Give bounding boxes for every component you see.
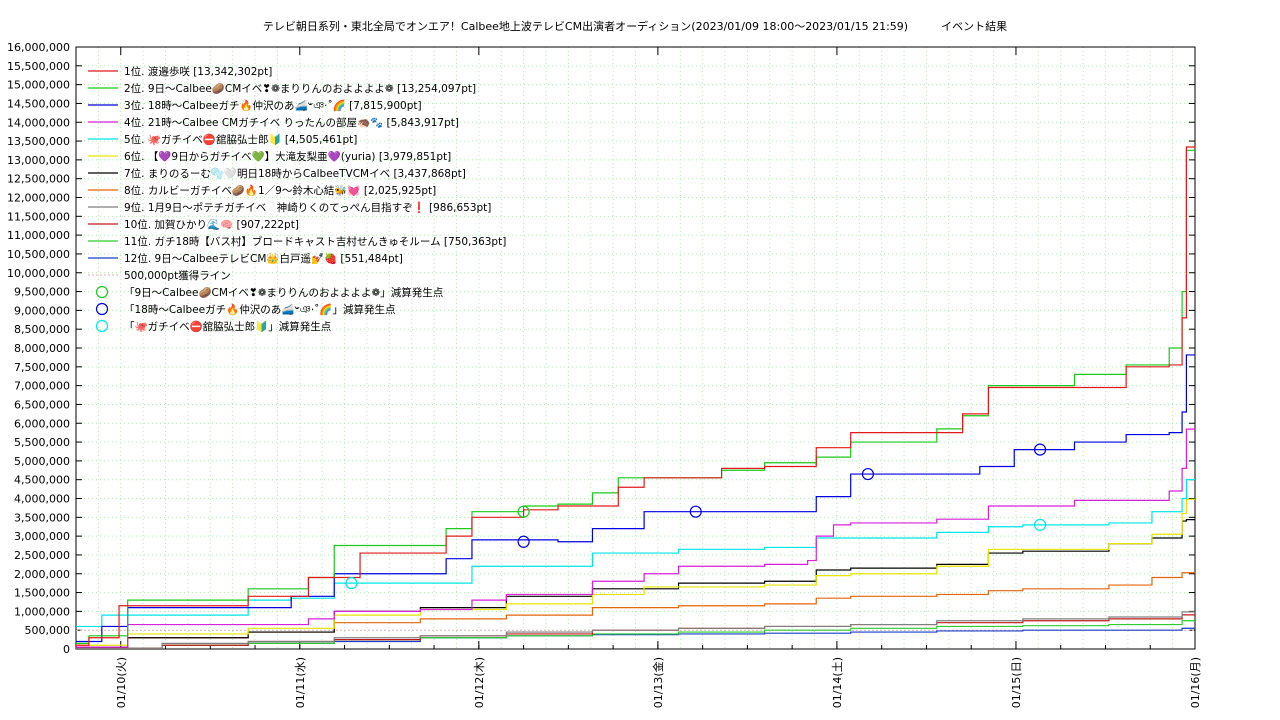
- legend-label: 3位. 18時～Calbeeガチ🔥仲沢のあ🚄𐤔ঞ‧˚🌈 [7,815,900pt…: [124, 99, 422, 112]
- y-tick-label: 0: [63, 643, 70, 656]
- y-tick-label: 1,500,000: [14, 587, 70, 600]
- y-tick-label: 9,500,000: [14, 286, 70, 299]
- legend-marker: [95, 319, 109, 333]
- x-tick-label: 01/13(金): [651, 657, 665, 708]
- x-tick-label: 01/10(火): [115, 657, 128, 708]
- y-tick-label: 13,000,000: [7, 154, 70, 167]
- y-tick-label: 1,000,000: [14, 605, 70, 618]
- y-tick-label: 5,000,000: [14, 455, 70, 468]
- legend-label: 1位. 渡邉歩咲 [13,342,302pt]: [124, 65, 272, 78]
- x-tick-label: 01/14(土): [831, 657, 844, 708]
- legend-label: 「🐙ガチイベ⛔舘脇弘士郎🔰」減算発生点: [124, 320, 331, 333]
- chart-title: テレビ朝日系列・東北全局でオンエア！Calbee地上波テレビCM出演者オーディシ…: [262, 20, 1008, 33]
- series-line: [76, 620, 1195, 649]
- y-tick-label: 9,000,000: [14, 304, 70, 317]
- legend-label: 12位. 9日～CalbeeテレビCM👑白戸遥💅🍓 [551,484pt]: [124, 252, 403, 265]
- legend-label: 5位. 🐙ガチイベ⛔舘脇弘士郎🔰 [4,505,461pt]: [124, 133, 357, 146]
- legend-label: 10位. 加賀ひかり🌊🧠 [907,222pt]: [124, 218, 299, 231]
- y-tick-label: 6,000,000: [14, 417, 70, 430]
- y-tick-label: 12,000,000: [7, 192, 70, 205]
- legend-label: 11位. ガチ18時【バス村】ブロードキャスト吉村せんきゅそルーム [750,3…: [124, 235, 506, 248]
- y-tick-label: 7,000,000: [14, 380, 70, 393]
- deduction-marker: [345, 577, 358, 590]
- y-tick-label: 3,500,000: [14, 511, 70, 524]
- legend-label: 「18時～Calbeeガチ🔥仲沢のあ🚄𐤔ঞ‧˚🌈」減算発生点: [124, 303, 395, 316]
- deduction-marker: [689, 505, 702, 518]
- legend-label: 500,000pt獲得ライン: [124, 269, 231, 282]
- deduction-marker: [1033, 518, 1047, 531]
- y-tick-label: 16,000,000: [7, 41, 70, 54]
- x-tick-label: 01/12(木): [473, 657, 486, 708]
- y-tick-label: 14,000,000: [7, 116, 70, 129]
- x-tick-label: 01/15(日): [1010, 657, 1023, 708]
- y-tick-label: 7,500,000: [14, 361, 70, 374]
- deduction-marker: [861, 467, 875, 481]
- y-tick-label: 4,000,000: [14, 493, 70, 506]
- legend-label: 9位. 1月9日～ポテチガチイベ 神崎りくのてっぺん目指すぞ❗ [986,653…: [124, 201, 491, 214]
- y-tick-label: 10,000,000: [7, 267, 70, 280]
- legend-marker: [95, 302, 109, 316]
- series-line: [76, 354, 1195, 643]
- y-tick-label: 8,000,000: [14, 342, 70, 355]
- y-tick-label: 12,500,000: [7, 173, 70, 186]
- legend-label: 6位. 【💜9日からガチイベ💚】大滝友梨亜💜(yuria) [3,979,851…: [124, 150, 451, 163]
- series-line: [76, 146, 1195, 646]
- series-line: [76, 611, 1195, 649]
- y-tick-label: 11,000,000: [7, 229, 70, 242]
- y-tick-label: 11,500,000: [7, 210, 70, 223]
- deduction-marker: [517, 505, 530, 518]
- legend-marker: [95, 285, 109, 299]
- legend-label: 7位. まりのるーむ🫧🤍明日18時からCalbeeTVCMイベ [3,437,8…: [124, 167, 466, 180]
- y-tick-label: 6,500,000: [14, 398, 70, 411]
- y-tick-label: 2,000,000: [14, 568, 70, 581]
- y-tick-label: 5,500,000: [14, 436, 70, 449]
- legend-label: 「9日～Calbee🥔CMイベ❣❁まりりんのおよよよよ❁」減算発生点: [124, 286, 443, 299]
- y-tick-label: 3,000,000: [14, 530, 70, 543]
- y-tick-label: 8,500,000: [14, 323, 70, 336]
- x-tick-label: 01/16(月): [1189, 657, 1202, 708]
- y-tick-label: 10,500,000: [7, 248, 70, 261]
- series-line: [76, 428, 1195, 648]
- y-tick-label: 14,500,000: [7, 97, 70, 110]
- series-line: [76, 478, 1195, 628]
- y-tick-label: 500,000: [25, 624, 71, 637]
- y-tick-label: 15,500,000: [7, 60, 70, 73]
- y-tick-label: 13,500,000: [7, 135, 70, 148]
- deduction-marker: [1033, 443, 1047, 456]
- y-tick-label: 2,500,000: [14, 549, 70, 562]
- deduction-marker: [517, 535, 530, 548]
- y-tick-label: 15,000,000: [7, 79, 70, 92]
- legend-label: 8位. カルビーガチイベ🥔🔥1／9～鈴木心結🐝💓 [2,025,925pt]: [124, 184, 436, 197]
- legend-label: 2位. 9日～Calbee🥔CMイベ❣❁まりりんのおよよよよ❁ [13,254,…: [124, 82, 476, 95]
- legend-label: 4位. 21時～Calbee CMガチイベ りったんの部屋🦔🐾 [5,843,9…: [124, 116, 459, 129]
- x-tick-label: 01/11(水): [294, 657, 307, 708]
- y-tick-label: 4,500,000: [14, 474, 70, 487]
